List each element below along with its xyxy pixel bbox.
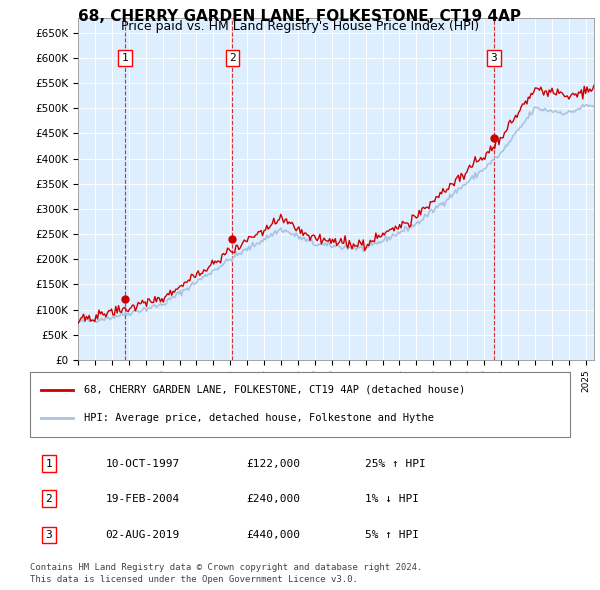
Text: 1: 1 <box>46 459 52 468</box>
Text: 19-FEB-2004: 19-FEB-2004 <box>106 494 180 504</box>
Text: Contains HM Land Registry data © Crown copyright and database right 2024.: Contains HM Land Registry data © Crown c… <box>30 563 422 572</box>
Text: 2: 2 <box>46 494 52 504</box>
Text: 25% ↑ HPI: 25% ↑ HPI <box>365 459 425 468</box>
Text: 5% ↑ HPI: 5% ↑ HPI <box>365 530 419 540</box>
Text: 10-OCT-1997: 10-OCT-1997 <box>106 459 180 468</box>
Text: £240,000: £240,000 <box>246 494 300 504</box>
FancyBboxPatch shape <box>30 372 570 437</box>
Text: This data is licensed under the Open Government Licence v3.0.: This data is licensed under the Open Gov… <box>30 575 358 584</box>
Text: 2: 2 <box>229 53 236 63</box>
Text: 68, CHERRY GARDEN LANE, FOLKESTONE, CT19 4AP: 68, CHERRY GARDEN LANE, FOLKESTONE, CT19… <box>79 9 521 24</box>
Text: 68, CHERRY GARDEN LANE, FOLKESTONE, CT19 4AP (detached house): 68, CHERRY GARDEN LANE, FOLKESTONE, CT19… <box>84 385 465 395</box>
Text: 3: 3 <box>46 530 52 540</box>
Text: 3: 3 <box>490 53 497 63</box>
Text: £122,000: £122,000 <box>246 459 300 468</box>
Text: 1% ↓ HPI: 1% ↓ HPI <box>365 494 419 504</box>
Text: £440,000: £440,000 <box>246 530 300 540</box>
Text: 1: 1 <box>122 53 128 63</box>
Text: HPI: Average price, detached house, Folkestone and Hythe: HPI: Average price, detached house, Folk… <box>84 414 434 424</box>
Text: 02-AUG-2019: 02-AUG-2019 <box>106 530 180 540</box>
Text: Price paid vs. HM Land Registry's House Price Index (HPI): Price paid vs. HM Land Registry's House … <box>121 20 479 33</box>
